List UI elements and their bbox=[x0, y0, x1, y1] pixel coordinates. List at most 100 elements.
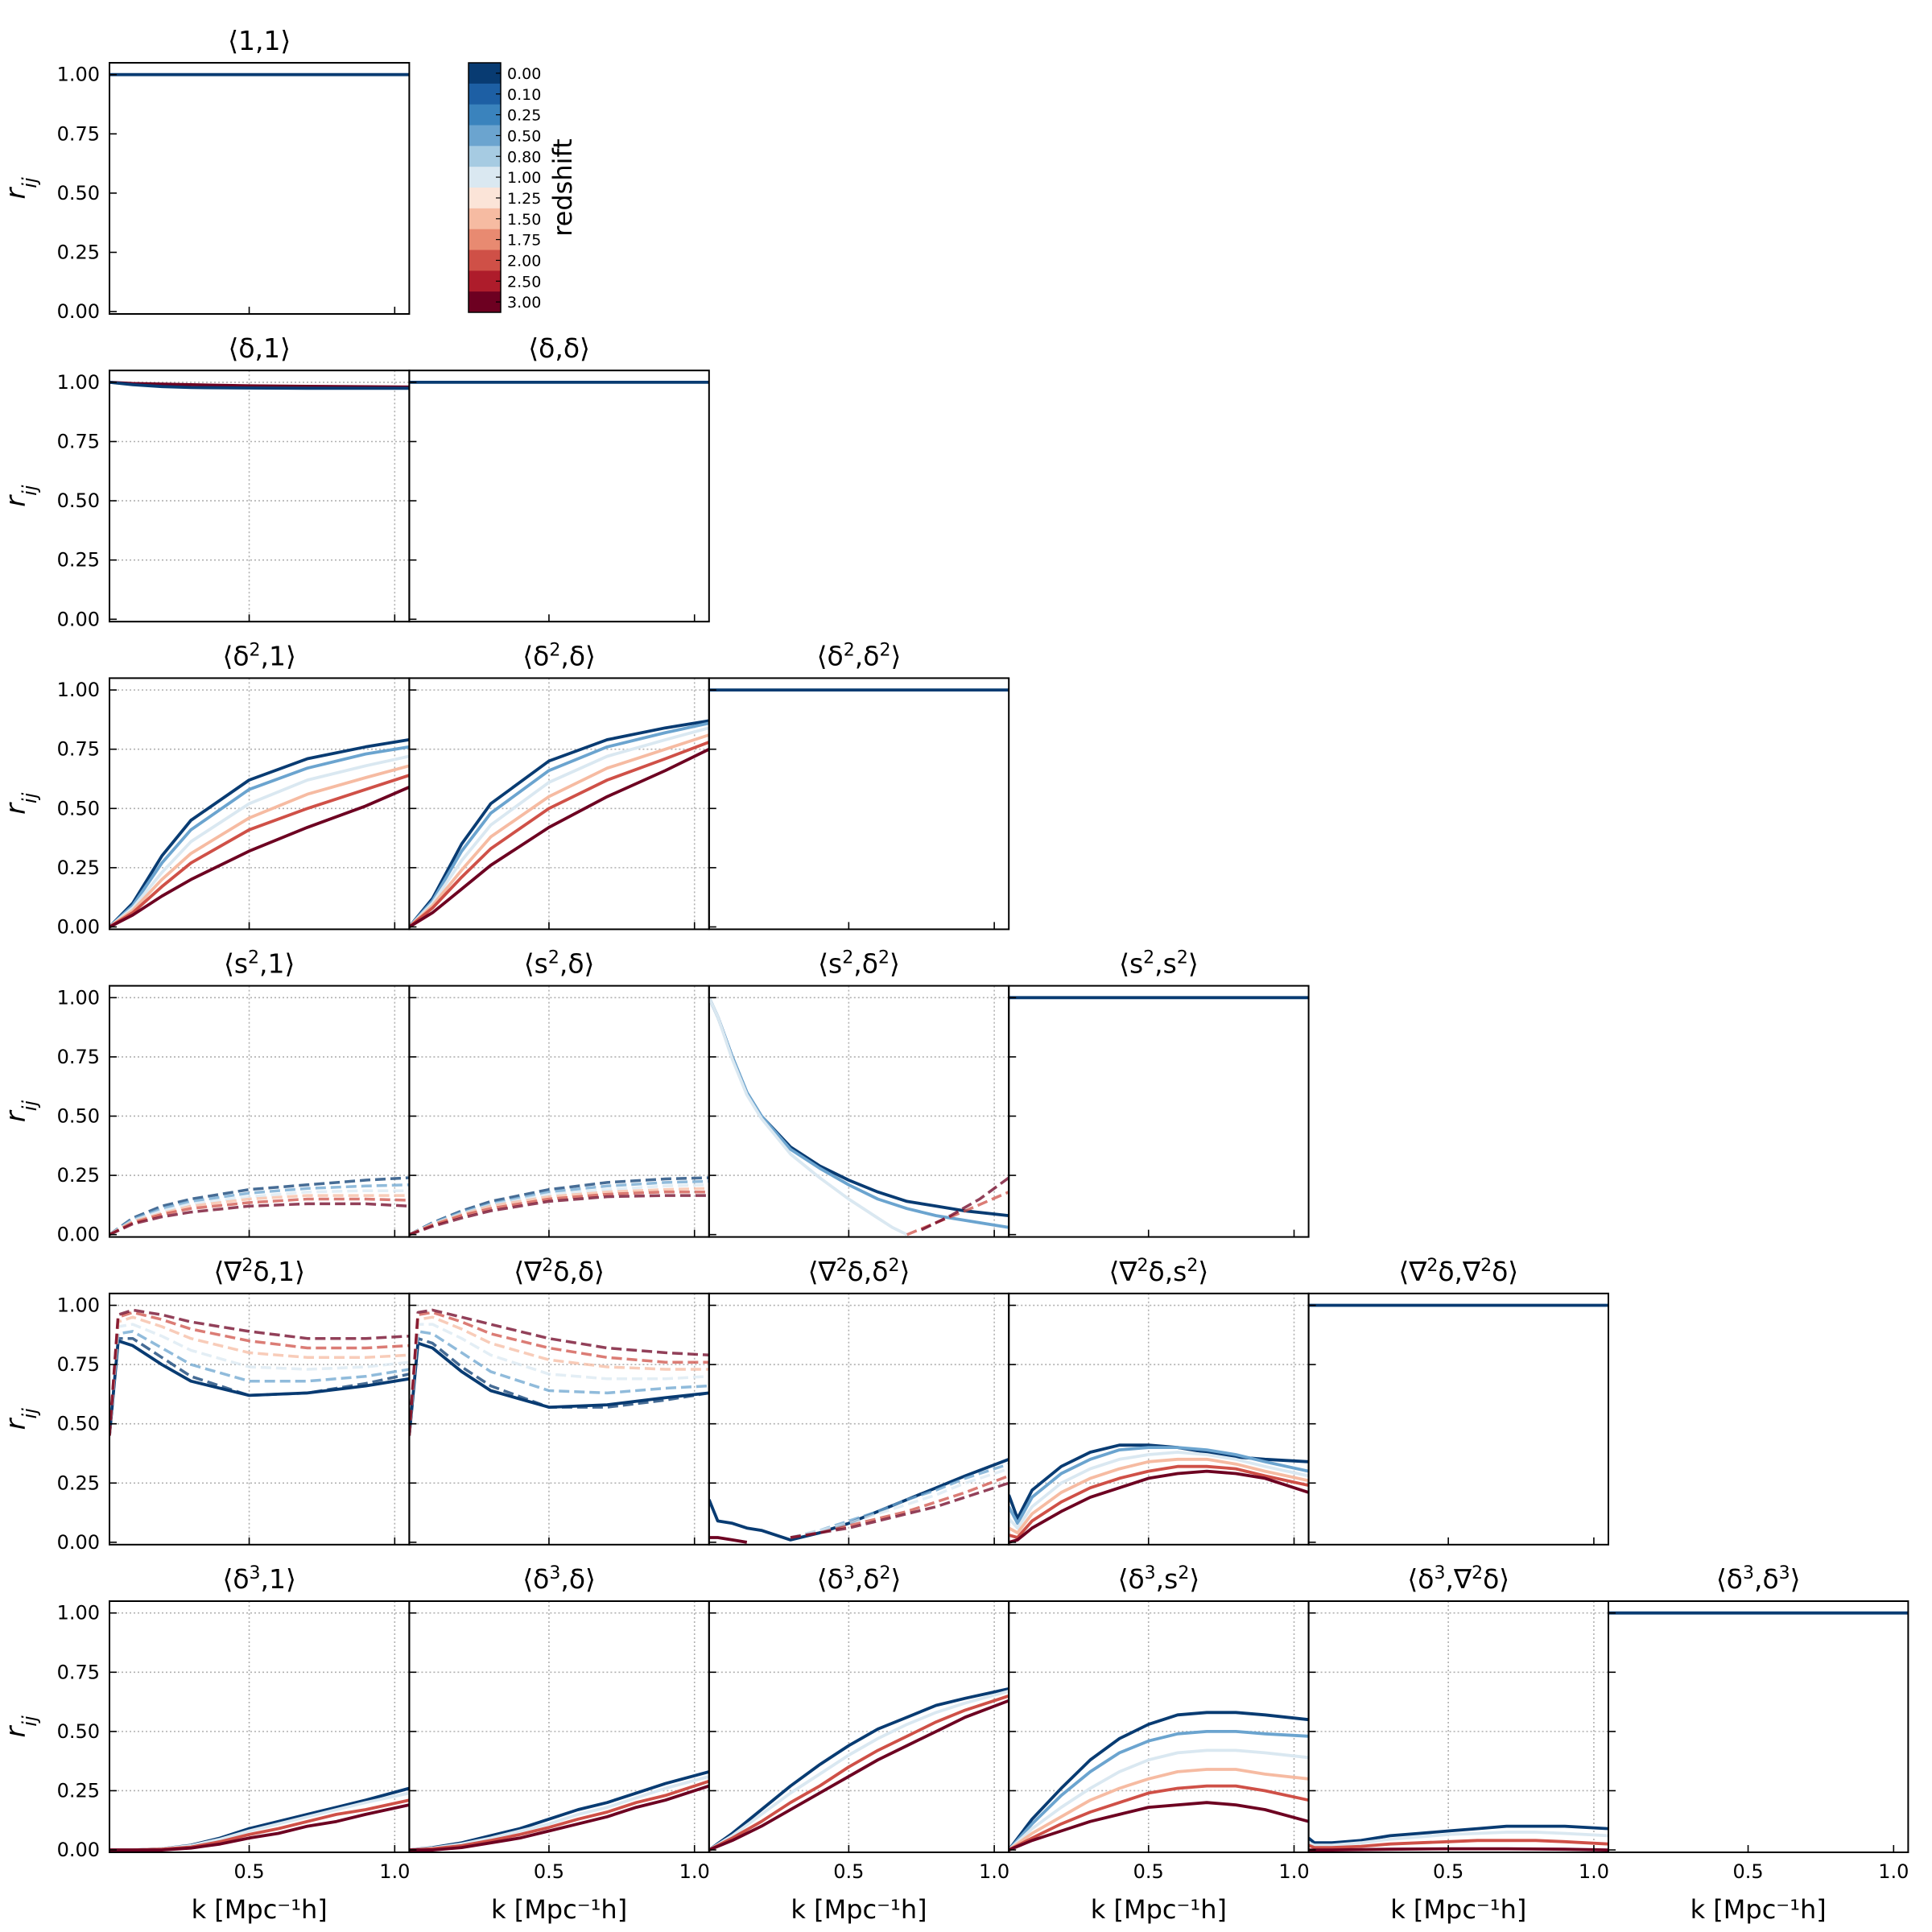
y-tick-label: 0.75 bbox=[57, 1353, 100, 1376]
panel-frame bbox=[109, 369, 411, 623]
series-line bbox=[790, 1463, 1009, 1539]
y-label-main: r bbox=[0, 187, 32, 200]
x-tick-label: 0.5 bbox=[833, 1860, 864, 1883]
y-tick-label: 1.00 bbox=[57, 986, 100, 1009]
title-part: ⟩ bbox=[1189, 1563, 1199, 1595]
series-group bbox=[409, 1176, 709, 1236]
panel-10: 0.00 0.25 0.50 0.75 1.00 rij ⟨∇2δ,1⟩ bbox=[0, 1255, 411, 1554]
panel-title: ⟨δ3,δ3⟩ bbox=[1716, 1563, 1801, 1596]
y-tick-label: 0.75 bbox=[57, 431, 100, 453]
colorbar-segment bbox=[469, 188, 501, 209]
title-part: ⟨∇ bbox=[1398, 1256, 1427, 1287]
y-tick-label: 1.00 bbox=[57, 1602, 100, 1624]
panel-1: 0.00 0.25 0.50 0.75 1.00 rij ⟨δ,1⟩ bbox=[0, 332, 411, 630]
panel-3: 0.00 0.25 0.50 0.75 1.00 rij ⟨δ2,1⟩ bbox=[0, 640, 411, 938]
title-part: ⟨s bbox=[224, 948, 248, 980]
y-label-main: r bbox=[0, 494, 32, 507]
series-group bbox=[109, 1308, 410, 1436]
panel-5: ⟨δ2,δ2⟩ bbox=[708, 640, 1010, 931]
colorbar-tick-label: 1.00 bbox=[507, 169, 541, 187]
panel-frame bbox=[708, 677, 1010, 931]
series-line bbox=[409, 719, 709, 928]
title-part: ⟩ bbox=[890, 1563, 901, 1595]
series-line bbox=[708, 1687, 1009, 1852]
series-line bbox=[409, 726, 709, 928]
series-line bbox=[790, 1467, 1009, 1539]
title-part: ⟨s bbox=[818, 948, 842, 980]
superscript: 2 bbox=[250, 640, 261, 660]
title-part: ,s bbox=[1154, 948, 1177, 980]
panel-title: ⟨δ2,1⟩ bbox=[222, 640, 295, 672]
y-tick-label: 0.50 bbox=[57, 1720, 100, 1743]
panel-title: ⟨δ3,1⟩ bbox=[222, 1563, 295, 1596]
series-line bbox=[109, 1339, 410, 1436]
title-part: δ⟩ bbox=[1492, 1256, 1518, 1287]
series-line bbox=[109, 774, 410, 929]
series-line bbox=[1308, 1831, 1608, 1847]
series-line bbox=[1009, 1711, 1309, 1852]
series-line bbox=[409, 1311, 709, 1436]
panel-0: 0.00 0.25 0.50 0.75 1.00 rij ⟨1,1⟩ bbox=[0, 25, 411, 323]
panel-title: ⟨δ,δ⟩ bbox=[528, 332, 590, 364]
colorbar-frame bbox=[468, 62, 502, 313]
panel-12: ⟨∇2δ,δ2⟩ bbox=[708, 1255, 1010, 1546]
title-part: ⟨δ bbox=[522, 640, 549, 671]
colorbar-segment bbox=[469, 83, 501, 105]
series-group bbox=[708, 1458, 1009, 1544]
series-line bbox=[1009, 1464, 1309, 1539]
colorbar-segment bbox=[469, 291, 501, 313]
title-part: ⟨δ,1⟩ bbox=[228, 332, 290, 364]
panel-title: ⟨∇2δ,∇2δ⟩ bbox=[1398, 1255, 1518, 1287]
series-line bbox=[409, 1323, 709, 1436]
x-tick-label: 0.5 bbox=[1433, 1860, 1463, 1883]
series-line bbox=[109, 1791, 410, 1852]
superscript: 2 bbox=[548, 947, 559, 968]
panel-title: ⟨δ3,∇2δ⟩ bbox=[1407, 1563, 1509, 1596]
colorbar: 0.00 0.10 0.25 0.50 0.80 1.00 1.25 1.50 1.75 2.00… bbox=[468, 62, 578, 313]
title-part: ,δ⟩ bbox=[560, 1563, 596, 1595]
y-tick-label: 0.75 bbox=[57, 738, 100, 761]
series-line bbox=[109, 754, 410, 928]
panel-frame bbox=[708, 985, 1010, 1238]
series-line bbox=[109, 786, 410, 929]
y-tick-label: 0.00 bbox=[57, 300, 100, 323]
series-group bbox=[409, 1770, 709, 1852]
series-line bbox=[409, 1308, 709, 1436]
panel-8: ⟨s2,δ2⟩ bbox=[708, 947, 1010, 1238]
title-part: ,1⟩ bbox=[261, 640, 296, 671]
panel-title: ⟨δ3,δ⟩ bbox=[522, 1563, 596, 1596]
title-part: ,s bbox=[1156, 1563, 1179, 1595]
superscript: 2 bbox=[242, 1255, 253, 1275]
panel-frame bbox=[408, 1292, 710, 1546]
title-part: δ,∇ bbox=[1438, 1256, 1481, 1287]
superscript: 2 bbox=[844, 640, 855, 660]
title-part: ,δ⟩ bbox=[559, 948, 595, 980]
panel-frame bbox=[109, 62, 411, 315]
y-tick-label: 1.00 bbox=[57, 1294, 100, 1317]
panel-2: ⟨δ,δ⟩ bbox=[408, 332, 710, 623]
series-line bbox=[109, 764, 410, 929]
series-line bbox=[409, 747, 709, 929]
series-line bbox=[708, 1458, 1009, 1542]
panel-frame bbox=[1307, 1600, 1609, 1853]
series-line bbox=[1009, 1457, 1309, 1534]
series-line bbox=[1308, 1847, 1608, 1852]
x-tick-label: 0.5 bbox=[1732, 1860, 1763, 1883]
y-tick-label: 0.50 bbox=[57, 1413, 100, 1435]
colorbar-segment bbox=[469, 125, 501, 147]
panel-title: ⟨∇2δ,δ⟩ bbox=[514, 1255, 605, 1287]
title-part: ,δ bbox=[1754, 1563, 1779, 1595]
superscript: 2 bbox=[879, 640, 890, 660]
title-part: ⟨∇ bbox=[808, 1256, 837, 1287]
x-tick-label: 1.0 bbox=[979, 1860, 1009, 1883]
x-axis-label: k [Mpc⁻¹h] bbox=[1390, 1894, 1526, 1925]
superscript: 2 bbox=[1178, 1563, 1189, 1583]
x-tick-label: 1.0 bbox=[1878, 1860, 1909, 1883]
y-tick-label: 0.75 bbox=[57, 1661, 100, 1683]
panel-11: ⟨∇2δ,δ⟩ bbox=[408, 1255, 710, 1546]
title-part: ⟨δ bbox=[222, 640, 249, 671]
colorbar-tick-label: 3.00 bbox=[507, 294, 541, 312]
series-line bbox=[1009, 1784, 1309, 1852]
series-line bbox=[1308, 1839, 1608, 1850]
y-tick-label: 0.25 bbox=[57, 549, 100, 572]
